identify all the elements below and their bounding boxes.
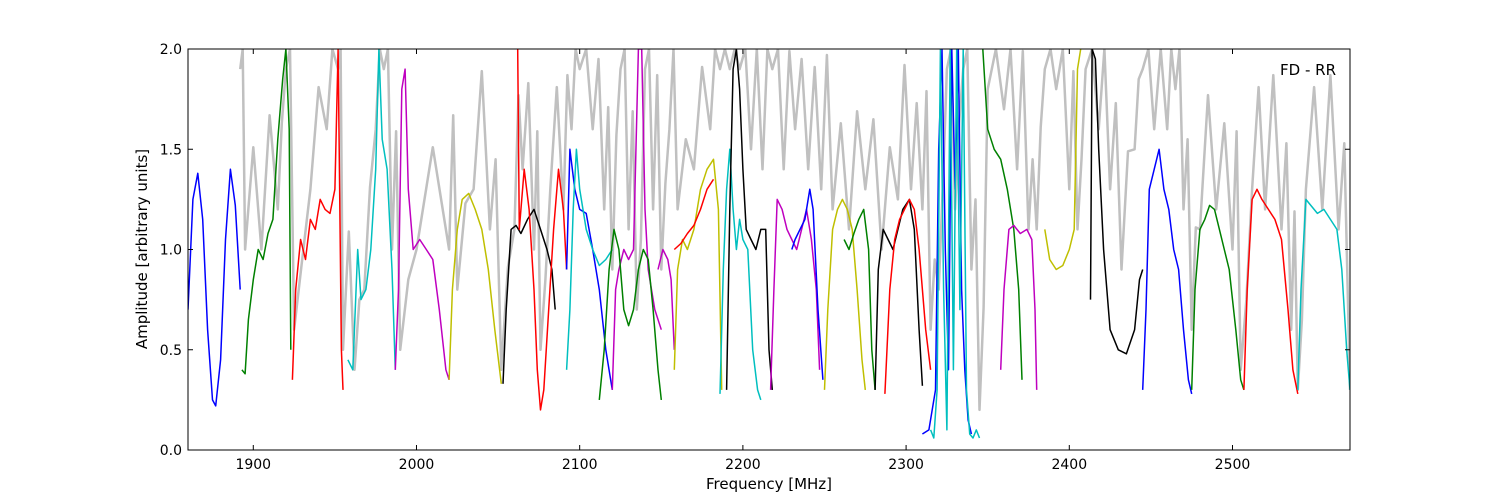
series-line-23	[884, 198, 932, 394]
series-line-20	[823, 198, 867, 390]
series-line-33	[1297, 198, 1350, 390]
y-tick-label: 1.0	[160, 243, 182, 259]
x-tick-label: 2200	[725, 457, 761, 473]
x-tick-label: 2400	[1051, 457, 1087, 473]
x-tick-label: 2300	[888, 457, 924, 473]
series-layer	[188, 49, 1350, 439]
x-axis-label: Frequency [MHz]	[706, 475, 832, 493]
series-line-26	[982, 49, 1023, 380]
series-line-17	[725, 49, 774, 390]
series-line-18	[769, 198, 821, 390]
y-axis-label: Amplitude [arbitrary units]	[133, 149, 151, 349]
series-line-5	[394, 68, 450, 381]
series-line-3	[291, 49, 344, 390]
background-envelope-layer	[238, 49, 1350, 412]
series-line-6	[448, 192, 503, 384]
series-line-7	[502, 208, 556, 384]
series-line-31	[1190, 204, 1245, 391]
x-tick-label: 2000	[399, 457, 435, 473]
series-line-27	[999, 224, 1038, 390]
x-tick-label: 2100	[562, 457, 598, 473]
series-line-32	[1243, 188, 1299, 395]
series-line-10	[565, 148, 613, 370]
x-tick-label: 2500	[1215, 457, 1251, 473]
series-line-19	[791, 188, 824, 380]
series-line-30	[1141, 148, 1193, 395]
series-line-1	[188, 168, 241, 407]
series-line-15	[673, 178, 715, 251]
series-line-4	[347, 49, 397, 371]
series-line-21	[843, 208, 876, 390]
y-axis-ticks: 0.0 0.5 1.0 1.5 2.0	[160, 42, 1350, 459]
x-axis-ticks: 1900 2000 2100 2200 2300 2400 2500	[235, 49, 1250, 473]
series-line-28	[1044, 49, 1082, 271]
y-tick-label: 1.5	[160, 142, 182, 158]
series-line-25	[929, 49, 981, 439]
x-tick-label: 1900	[235, 457, 271, 473]
series-line-13	[657, 248, 676, 350]
series-line-8	[516, 49, 568, 411]
series-line-2	[241, 49, 292, 375]
series-line-29	[1089, 49, 1144, 355]
series-line-12	[598, 228, 663, 400]
chart-annotation: FD - RR	[1280, 61, 1336, 79]
background-envelope-line	[238, 49, 1350, 412]
series-line-16	[719, 148, 762, 401]
plot-area	[188, 49, 1350, 450]
y-tick-label: 0.5	[160, 343, 182, 359]
y-tick-label: 0.0	[160, 443, 182, 459]
series-line-9	[565, 148, 614, 391]
series-line-24	[921, 49, 973, 435]
y-tick-label: 2.0	[160, 42, 182, 58]
series-line-14	[673, 158, 723, 390]
